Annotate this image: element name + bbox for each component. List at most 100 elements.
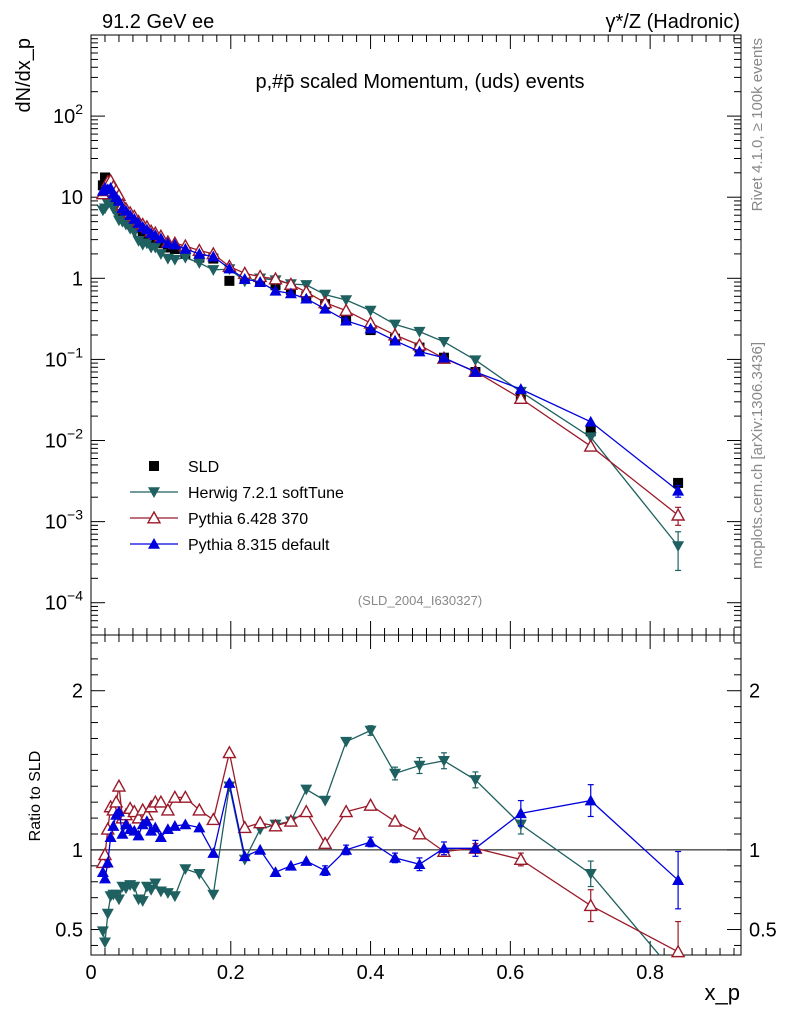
ratio-point-pythia8	[254, 843, 267, 855]
ratio-point-pythia8	[584, 794, 597, 806]
main-y-tick-label: 10−1	[45, 344, 83, 371]
ratio-point-pythia8	[132, 829, 145, 841]
ratio-point-herwig	[179, 864, 192, 876]
ratio-point-pythia8	[116, 828, 129, 839]
ratio-point-herwig	[340, 736, 353, 748]
ratio-point-herwig	[193, 869, 206, 880]
main-point-pythia8	[584, 415, 597, 427]
main-point-pythia8	[340, 314, 353, 326]
ratio-point-pythia6	[178, 789, 193, 803]
main-point-pythia6	[670, 507, 686, 521]
main-point-pythia8	[319, 302, 332, 314]
ratio-y-tick-label: 2	[72, 681, 83, 703]
main-point-data	[99, 172, 110, 183]
x-tick-label: 0	[85, 962, 96, 984]
main-point-pythia6	[513, 391, 529, 404]
main-point-herwig	[128, 227, 141, 239]
ratio-point-pythia6	[111, 778, 127, 792]
main-y-tick-label: 10	[61, 187, 83, 209]
ratio-point-herwig	[112, 894, 125, 906]
main-point-herwig	[179, 252, 192, 264]
ratio-point-pythia8	[340, 843, 353, 855]
ratio-point-pythia6	[153, 794, 169, 808]
ratio-point-pythia8	[112, 805, 125, 817]
ratio-point-pythia6	[670, 944, 686, 958]
ratio-y-tick-label-right: 2	[749, 681, 760, 703]
mcplots-url-label: mcplots.cern.ch [arXiv:1306.3436]	[749, 342, 766, 569]
ratio-point-pythia6	[513, 852, 529, 865]
ratio-point-pythia8	[413, 858, 426, 870]
main-point-herwig	[584, 432, 597, 444]
ratio-point-pythia8	[207, 847, 220, 858]
ratio-y-tick-label-right: 1	[749, 840, 760, 862]
main-point-pythia8	[389, 334, 402, 346]
x-tick-label: 0.8	[636, 962, 664, 984]
ratio-point-pythia6	[206, 812, 221, 826]
main-point-pythia8	[168, 238, 181, 250]
legend-marker-data	[149, 461, 159, 471]
ratio-point-pythia8	[223, 777, 236, 788]
ratio-point-pythia8	[107, 820, 120, 831]
ratio-point-herwig	[96, 926, 109, 938]
main-series-pythia6	[95, 173, 686, 526]
ratio-y-axis-label: Ratio to SLD	[27, 751, 44, 842]
main-point-pythia8	[154, 232, 167, 244]
ratio-point-pythia8	[101, 856, 114, 868]
ratio-point-pythia8	[300, 855, 313, 866]
process-label: γ*/Z (Hadronic)	[606, 11, 740, 33]
legend-label-pythia6: Pythia 6.428 370	[188, 511, 308, 528]
ratio-point-pythia8	[364, 835, 377, 847]
ratio-axes: 0.5 0.5 1 1 2 2 0 0.2 0.4 0.6 0.8	[55, 635, 777, 984]
main-point-pythia8	[284, 287, 297, 299]
ratio-point-herwig	[413, 760, 426, 772]
main-point-herwig	[672, 541, 685, 553]
legend-entry-herwig: Herwig 7.2.1 softTune	[130, 485, 344, 502]
ratio-point-pythia8	[437, 842, 450, 854]
ratio-point-pythia6	[167, 789, 183, 803]
ratio-point-pythia6	[387, 813, 403, 827]
ratio-point-pythia8	[514, 807, 527, 819]
ratio-point-pythia8	[469, 842, 482, 854]
ratio-point-pythia6	[268, 818, 283, 832]
main-y-tick-label: 102	[53, 101, 83, 128]
ratio-series-herwig	[96, 725, 661, 955]
analysis-id-label: (SLD_2004_I630327)	[358, 593, 482, 608]
main-y-tick-label: 10−2	[45, 426, 83, 453]
ratio-point-pythia8	[238, 850, 251, 862]
legend-marker-pythia8	[148, 538, 160, 549]
main-point-herwig	[389, 319, 402, 331]
ratio-point-herwig	[469, 775, 482, 786]
main-point-herwig	[437, 336, 450, 348]
main-point-herwig	[319, 289, 332, 301]
ratio-point-pythia6	[237, 820, 252, 834]
ratio-point-pythia8	[179, 818, 192, 830]
legend-label-pythia8: Pythia 8.315 default	[188, 537, 330, 554]
ratio-point-pythia6	[338, 804, 354, 818]
ratio-point-pythia8	[168, 820, 181, 831]
main-point-pythia8	[269, 284, 282, 296]
main-point-data	[673, 477, 684, 488]
ratio-point-pythia6	[299, 804, 314, 818]
main-point-pythia8	[514, 383, 527, 394]
legend-label-herwig: Herwig 7.2.1 softTune	[188, 485, 344, 502]
main-point-pythia8	[254, 276, 267, 287]
ratio-point-pythia8	[104, 831, 117, 842]
x-tick-label: 0.4	[357, 962, 385, 984]
main-point-pythia6	[268, 271, 283, 285]
ratio-point-herwig	[437, 755, 450, 767]
main-point-pythia8	[193, 247, 206, 259]
main-point-herwig	[340, 295, 353, 307]
ratio-point-herwig	[168, 891, 181, 903]
ratio-point-pythia8	[161, 823, 174, 835]
main-point-pythia6	[338, 303, 354, 317]
main-point-herwig	[413, 326, 426, 338]
main-point-pythia6	[583, 438, 598, 452]
legend-label-data: SLD	[188, 459, 219, 476]
main-y-tick-label: 1	[72, 268, 83, 290]
legend: SLD Herwig 7.2.1 softTune Pythia 6.428 370…	[130, 459, 344, 554]
ratio-point-herwig	[389, 768, 402, 780]
legend-marker-pythia6	[146, 510, 162, 524]
main-y-axis-label: dN/dx_p	[13, 38, 35, 113]
ratio-point-pythia6	[108, 794, 124, 808]
